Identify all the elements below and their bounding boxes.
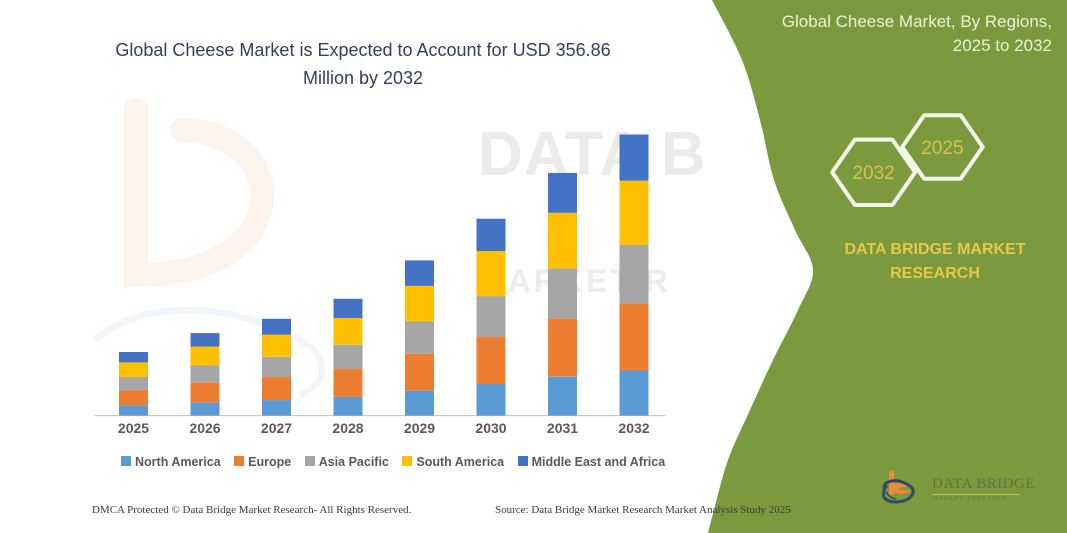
svg-text:2025: 2025 bbox=[921, 138, 963, 159]
svg-text:2032: 2032 bbox=[852, 163, 894, 184]
